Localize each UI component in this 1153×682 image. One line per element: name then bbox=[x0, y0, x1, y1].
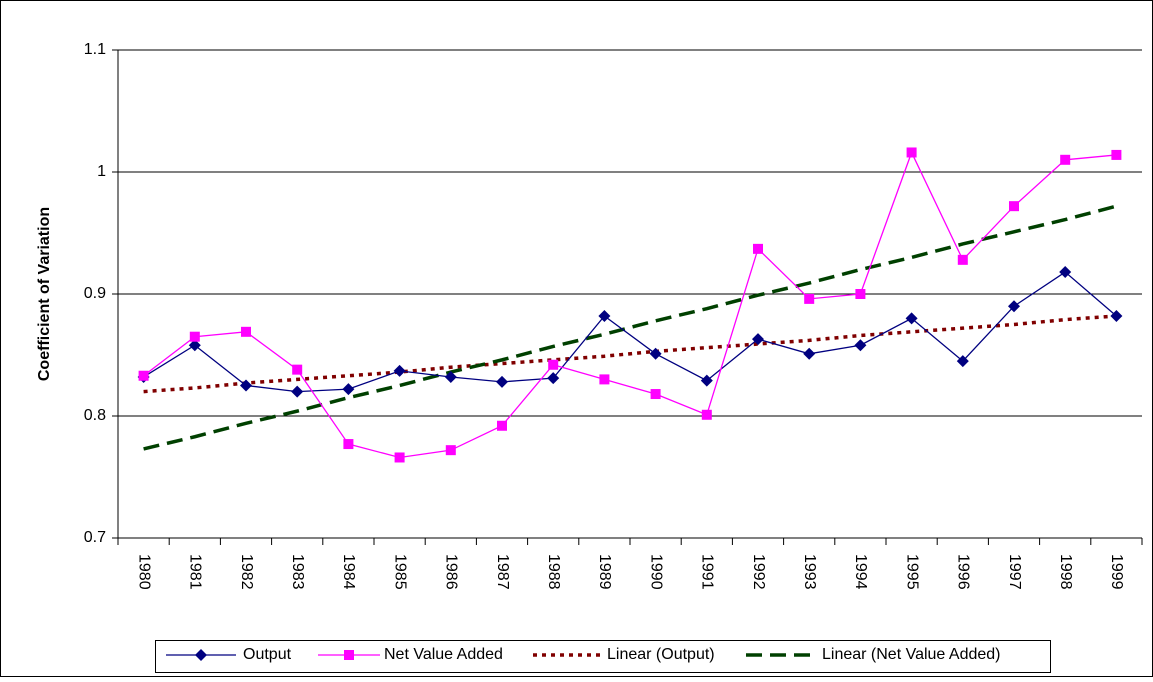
x-tick-label: 1981 bbox=[187, 554, 204, 590]
marker bbox=[804, 293, 815, 304]
marker bbox=[444, 370, 457, 383]
x-tick-label: 1992 bbox=[750, 554, 767, 590]
marker bbox=[1111, 149, 1122, 160]
marker bbox=[1110, 309, 1123, 322]
legend-label: Output bbox=[243, 646, 292, 663]
legend-box bbox=[155, 640, 1051, 673]
x-tick-label: 1990 bbox=[647, 554, 664, 590]
marker bbox=[650, 389, 661, 400]
marker bbox=[188, 339, 201, 352]
marker bbox=[1009, 201, 1019, 212]
marker bbox=[394, 452, 405, 463]
x-tick-label: 1984 bbox=[340, 554, 357, 590]
marker bbox=[599, 374, 610, 385]
x-tick-label: 1998 bbox=[1057, 554, 1074, 590]
legend-marker bbox=[344, 650, 354, 660]
marker bbox=[956, 355, 969, 368]
x-tick-label: 1980 bbox=[135, 554, 152, 590]
marker bbox=[497, 420, 507, 431]
y-axis-label: Coefficient of Variation bbox=[36, 207, 53, 381]
marker bbox=[803, 347, 816, 360]
marker bbox=[189, 331, 200, 342]
marker bbox=[1008, 300, 1020, 313]
marker bbox=[138, 370, 149, 381]
marker bbox=[752, 333, 764, 346]
marker bbox=[905, 312, 918, 325]
marker bbox=[855, 289, 866, 299]
marker bbox=[854, 339, 867, 352]
x-tick-label: 1985 bbox=[391, 554, 408, 590]
series-line bbox=[143, 314, 1117, 394]
x-tick-label: 1994 bbox=[852, 554, 869, 590]
marker bbox=[598, 309, 611, 322]
y-tick-label: 0.7 bbox=[84, 529, 106, 546]
marker bbox=[1059, 266, 1072, 279]
x-tick-label: 1987 bbox=[494, 554, 511, 590]
y-tick-label: 1.1 bbox=[84, 41, 106, 58]
marker bbox=[957, 254, 968, 265]
marker bbox=[241, 326, 251, 337]
marker bbox=[649, 347, 662, 360]
series-line bbox=[143, 150, 1117, 459]
marker bbox=[343, 439, 354, 450]
x-tick-label: 1999 bbox=[1108, 554, 1125, 590]
marker bbox=[445, 445, 456, 456]
marker bbox=[547, 372, 560, 385]
marker bbox=[753, 243, 763, 254]
marker bbox=[700, 374, 713, 387]
legend-marker bbox=[195, 649, 207, 661]
x-tick-label: 1996 bbox=[955, 554, 972, 590]
y-tick-label: 0.8 bbox=[84, 407, 106, 424]
marker bbox=[548, 359, 559, 370]
marker bbox=[701, 409, 712, 420]
marker bbox=[496, 375, 508, 388]
marker bbox=[292, 364, 303, 375]
legend-label: Linear (Output) bbox=[607, 646, 715, 663]
legend-label: Net Value Added bbox=[384, 646, 503, 663]
marker bbox=[906, 147, 917, 158]
x-tick-label: 1988 bbox=[545, 554, 562, 590]
marker bbox=[393, 364, 406, 377]
marker bbox=[240, 379, 252, 392]
y-tick-label: 1 bbox=[97, 163, 106, 180]
x-tick-label: 1991 bbox=[699, 554, 716, 590]
marker bbox=[342, 383, 355, 396]
y-tick-label: 0.9 bbox=[84, 285, 106, 302]
marker bbox=[291, 385, 304, 398]
series-line bbox=[143, 271, 1117, 393]
x-tick-label: 1997 bbox=[1006, 554, 1023, 590]
x-tick-label: 1995 bbox=[903, 554, 920, 590]
marker bbox=[1060, 154, 1071, 165]
legend-label: Linear (Net Value Added) bbox=[822, 646, 1000, 663]
x-tick-label: 1983 bbox=[289, 554, 306, 590]
x-tick-label: 1986 bbox=[443, 554, 460, 590]
x-tick-label: 1993 bbox=[801, 554, 818, 590]
x-tick-label: 1989 bbox=[596, 554, 613, 590]
x-tick-label: 1982 bbox=[238, 554, 255, 590]
